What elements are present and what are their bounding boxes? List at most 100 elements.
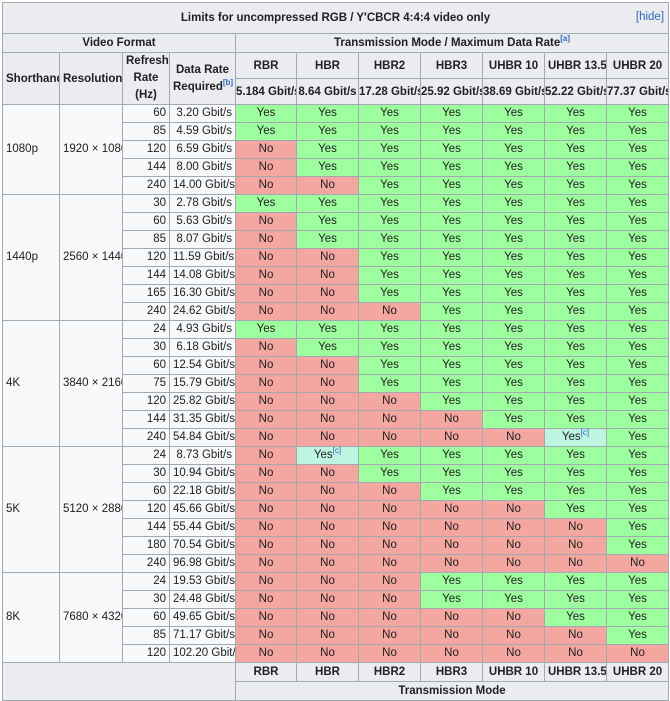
support-cell: Yes bbox=[605, 392, 670, 411]
shorthand-cell: 1080p bbox=[2, 104, 60, 195]
datarate-cell: 102.20 Gbit/s bbox=[169, 644, 236, 663]
mode-header: UHBR 13.5 bbox=[544, 52, 607, 79]
table-row: 144 55.44 Gbit/s No No No No No No Yes bbox=[3, 518, 670, 537]
footer-mode-header: UHBR 10 bbox=[482, 662, 545, 682]
note-link[interactable]: [c] bbox=[580, 428, 590, 438]
support-cell: Yes bbox=[358, 176, 421, 195]
note-link[interactable]: [a] bbox=[560, 34, 571, 44]
support-cell: Yes bbox=[482, 140, 545, 159]
support-cell: No bbox=[235, 590, 297, 609]
refresh-cell: 60 bbox=[122, 356, 170, 375]
support-cell: No bbox=[482, 554, 545, 573]
support-cell: Yes bbox=[235, 122, 297, 141]
refresh-cell: 60 bbox=[122, 482, 170, 501]
note-link[interactable]: [c] bbox=[332, 446, 342, 456]
support-cell: Yes bbox=[420, 176, 483, 195]
datarate-cell: 2.78 Gbit/s bbox=[169, 194, 236, 213]
support-cell: No bbox=[235, 500, 297, 519]
footer-label: Transmission Mode bbox=[234, 681, 670, 701]
footer-mode-header: HBR bbox=[296, 662, 359, 682]
support-cell: No bbox=[482, 500, 545, 519]
support-cell: Yes bbox=[420, 266, 483, 285]
caption-text: Limits for uncompressed RGB / Y′CBCR 4:4… bbox=[180, 12, 491, 24]
support-cell: Yes bbox=[605, 590, 670, 609]
support-cell: No bbox=[235, 302, 297, 321]
support-cell: No bbox=[482, 608, 545, 627]
table-row: 240 96.98 Gbit/s No No No No No No No bbox=[3, 554, 670, 573]
support-cell: Yes bbox=[605, 266, 670, 285]
support-cell: Yes bbox=[482, 194, 545, 213]
support-cell: Yes bbox=[482, 284, 545, 303]
support-cell: Yes bbox=[544, 590, 607, 609]
support-cell: Yes bbox=[482, 356, 545, 375]
refresh-cell: 120 bbox=[122, 140, 170, 159]
support-cell: Yes bbox=[482, 482, 545, 501]
table-row: 165 16.30 Gbit/s No No Yes Yes Yes Yes Yes bbox=[3, 284, 670, 303]
table-row: 4K 3840 × 2160 24 4.93 Gbit/s Yes Yes Yes Yes Ye… bbox=[2, 320, 670, 447]
support-cell: Yes bbox=[605, 536, 670, 555]
support-cell: Yes bbox=[358, 446, 421, 465]
support-cell: Yes bbox=[358, 194, 421, 213]
table-row: 60 22.18 Gbit/s No No No Yes Yes Yes Yes bbox=[3, 482, 670, 501]
support-cell: No bbox=[296, 500, 359, 519]
support-cell: Yes bbox=[605, 248, 670, 267]
note-link[interactable]: [b] bbox=[222, 77, 234, 87]
support-cell: Yes bbox=[420, 284, 483, 303]
datarate-cell: 16.30 Gbit/s bbox=[169, 284, 236, 303]
support-cell: No bbox=[235, 428, 297, 447]
support-cell: Yes bbox=[605, 428, 670, 447]
datarate-cell: 70.54 Gbit/s bbox=[169, 536, 236, 555]
support-cell: No bbox=[420, 644, 483, 663]
support-cell: Yes bbox=[605, 572, 670, 591]
mode-header: UHBR 10 bbox=[482, 52, 545, 79]
refresh-cell: 144 bbox=[122, 266, 170, 285]
table-row: 144 8.00 Gbit/s No Yes Yes Yes Yes Yes Yes bbox=[3, 158, 670, 177]
support-cell: No bbox=[420, 518, 483, 537]
support-cell: Yes bbox=[605, 320, 670, 339]
refresh-cell: 240 bbox=[122, 554, 170, 573]
table-row: 120 6.59 Gbit/s No Yes Yes Yes Yes Yes Yes bbox=[3, 140, 670, 159]
datarate-cell: 55.44 Gbit/s bbox=[169, 518, 236, 537]
support-cell: Yes bbox=[296, 194, 359, 213]
datarate-cell: 8.07 Gbit/s bbox=[169, 230, 236, 249]
table-caption: Limits for uncompressed RGB / Y′CBCR 4:4… bbox=[1, 2, 670, 34]
support-cell: Yes bbox=[544, 176, 607, 195]
support-cell: No bbox=[235, 518, 297, 537]
support-cell: Yes bbox=[544, 140, 607, 159]
support-cell: Yes bbox=[482, 122, 545, 141]
support-cell: No bbox=[235, 176, 297, 195]
datarate-cell: 22.18 Gbit/s bbox=[169, 482, 236, 501]
refresh-cell: 30 bbox=[122, 464, 170, 483]
table-row: 1080p 1920 × 1080 60 3.20 Gbit/s Yes Yes Yes Ye… bbox=[2, 104, 670, 195]
hide-link[interactable]: [hide] bbox=[635, 11, 665, 23]
support-cell: No bbox=[296, 626, 359, 645]
support-cell: No bbox=[358, 626, 421, 645]
support-cell: No bbox=[544, 554, 607, 573]
support-cell: Yes bbox=[358, 266, 421, 285]
support-cell: Yes bbox=[420, 572, 483, 591]
datarate-cell: 5.63 Gbit/s bbox=[169, 212, 236, 231]
support-value: Yes bbox=[313, 449, 333, 461]
support-cell: Yes bbox=[420, 392, 483, 411]
support-cell: Yes bbox=[605, 284, 670, 303]
support-cell: Yes bbox=[605, 500, 670, 519]
support-cell: Yes bbox=[482, 158, 545, 177]
support-cell: Yes bbox=[544, 374, 607, 393]
datarate-cell: 25.82 Gbit/s bbox=[169, 392, 236, 411]
support-cell: Yes bbox=[482, 572, 545, 591]
datarate-cell: 3.20 Gbit/s bbox=[169, 104, 236, 123]
resolution-cell: 7680 × 4320 bbox=[59, 572, 123, 663]
support-cell: Yes bbox=[605, 482, 670, 501]
refresh-cell: 240 bbox=[122, 176, 170, 195]
support-cell: Yes bbox=[420, 482, 483, 501]
support-cell: No bbox=[544, 536, 607, 555]
support-cell: Yes bbox=[605, 356, 670, 375]
mode-rate-header: 17.28 Gbit/s bbox=[358, 78, 421, 105]
footer-mode-header: HBR2 bbox=[358, 662, 421, 682]
datarate-cell: 24.62 Gbit/s bbox=[169, 302, 236, 321]
support-cell: Yes bbox=[420, 212, 483, 231]
support-cell: No bbox=[420, 536, 483, 555]
table-row: 85 4.59 Gbit/s Yes Yes Yes Yes Yes Yes Yes bbox=[3, 122, 670, 141]
support-cell: Yes bbox=[605, 464, 670, 483]
support-cell: Yes bbox=[482, 302, 545, 321]
